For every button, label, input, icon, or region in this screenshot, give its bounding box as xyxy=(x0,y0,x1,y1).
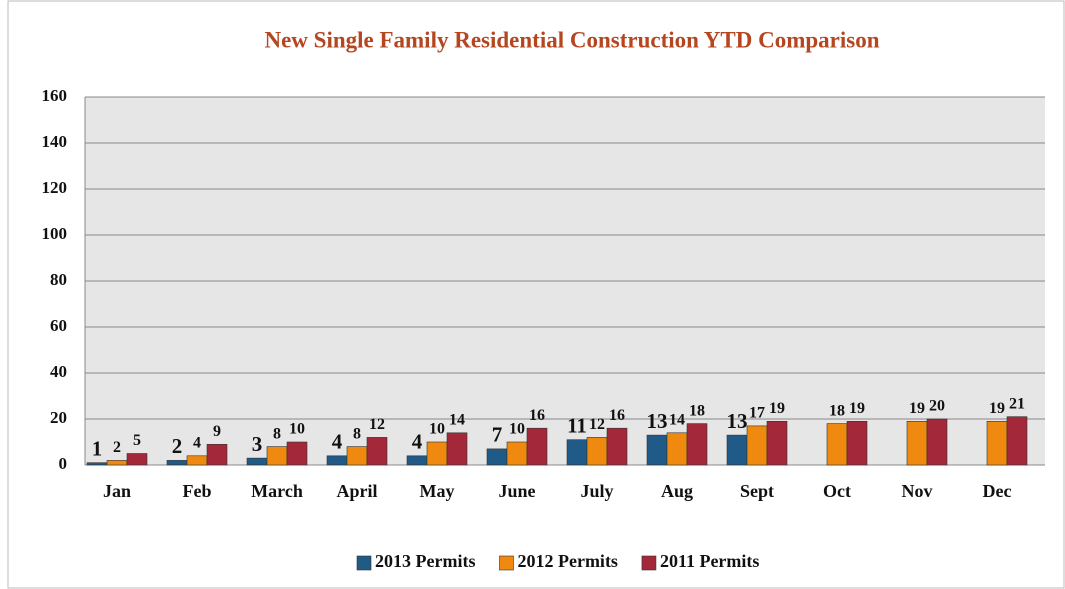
data-label: 19 xyxy=(909,400,925,417)
data-label: 9 xyxy=(213,423,221,440)
data-label: 13 xyxy=(647,409,668,433)
y-tick-label: 100 xyxy=(42,224,68,243)
bar xyxy=(106,460,128,466)
data-label: 10 xyxy=(429,421,445,438)
bar xyxy=(486,448,508,466)
data-label: 16 xyxy=(529,407,545,424)
bar xyxy=(426,441,448,466)
bar xyxy=(186,455,208,466)
data-label: 2 xyxy=(172,434,183,458)
legend-label: 2011 Permits xyxy=(660,551,759,571)
data-label: 20 xyxy=(929,398,945,415)
y-tick-label: 80 xyxy=(50,270,67,289)
data-label: 16 xyxy=(609,407,625,424)
legend-swatch xyxy=(356,555,372,571)
bar xyxy=(246,457,268,466)
data-label: 4 xyxy=(412,430,423,454)
bar xyxy=(286,441,308,466)
bar xyxy=(906,420,928,466)
x-tick-label: June xyxy=(498,481,535,501)
bar xyxy=(346,446,368,466)
bar xyxy=(266,446,288,466)
data-label: 8 xyxy=(353,425,361,442)
data-label: 3 xyxy=(252,432,263,456)
y-tick-label: 160 xyxy=(42,86,68,105)
data-label: 10 xyxy=(289,421,305,438)
data-label: 14 xyxy=(669,411,685,428)
bar xyxy=(766,420,788,466)
bar xyxy=(166,460,188,466)
bar xyxy=(646,434,668,466)
bar xyxy=(1006,416,1028,466)
x-tick-label: Sept xyxy=(740,481,774,501)
bar xyxy=(666,432,688,466)
data-label: 18 xyxy=(689,402,705,419)
legend-label: 2013 Permits xyxy=(375,551,475,571)
x-tick-label: Jan xyxy=(103,481,131,501)
data-label: 19 xyxy=(849,400,865,417)
data-label: 18 xyxy=(829,402,845,419)
data-label: 21 xyxy=(1009,395,1025,412)
legend-swatch xyxy=(499,555,514,571)
bar xyxy=(566,439,588,466)
bar xyxy=(446,432,468,466)
bar xyxy=(366,437,388,466)
x-tick-label: May xyxy=(420,481,455,501)
chart-title: New Single Family Residential Constructi… xyxy=(264,27,879,52)
data-label: 14 xyxy=(449,411,465,428)
bar xyxy=(86,462,108,466)
x-tick-label: July xyxy=(580,481,613,501)
bar xyxy=(326,455,348,466)
x-tick-label: Aug xyxy=(661,481,693,501)
x-tick-label: April xyxy=(336,481,377,501)
data-label: 4 xyxy=(193,434,201,451)
data-label: 17 xyxy=(749,405,765,422)
data-label: 2 xyxy=(113,439,121,456)
data-label: 12 xyxy=(369,416,385,433)
x-tick-label: Feb xyxy=(183,481,212,501)
bar xyxy=(726,434,748,466)
data-label: 12 xyxy=(589,416,605,433)
x-tick-label: Oct xyxy=(823,481,851,501)
bar xyxy=(506,441,528,466)
data-label: 1 xyxy=(92,437,103,461)
bar xyxy=(586,437,608,466)
data-label: 11 xyxy=(567,414,587,438)
bar xyxy=(206,443,228,466)
y-tick-label: 20 xyxy=(50,408,67,427)
y-tick-label: 60 xyxy=(50,316,67,335)
data-label: 19 xyxy=(769,400,785,417)
bar xyxy=(406,455,428,466)
data-label: 7 xyxy=(492,423,503,447)
bar xyxy=(126,453,148,466)
legend-label: 2012 Permits xyxy=(517,551,617,571)
bar xyxy=(986,420,1008,466)
bar xyxy=(846,420,868,466)
legend-swatch xyxy=(641,555,657,571)
x-tick-label: Dec xyxy=(983,481,1012,501)
data-label: 8 xyxy=(273,425,281,442)
y-tick-label: 40 xyxy=(50,362,67,381)
x-tick-label: Nov xyxy=(902,481,933,501)
y-tick-label: 140 xyxy=(42,132,68,151)
data-label: 10 xyxy=(509,421,525,438)
y-tick-label: 0 xyxy=(59,454,68,473)
bar xyxy=(526,427,548,466)
y-tick-label: 120 xyxy=(42,178,68,197)
data-label: 5 xyxy=(133,432,141,449)
x-tick-label: March xyxy=(251,481,303,501)
data-label: 4 xyxy=(332,430,343,454)
data-label: 13 xyxy=(727,409,748,433)
bar xyxy=(926,418,948,466)
bar xyxy=(746,425,768,466)
bar xyxy=(826,423,848,466)
data-label: 19 xyxy=(989,400,1005,417)
bar xyxy=(686,423,708,466)
bar xyxy=(606,427,628,466)
